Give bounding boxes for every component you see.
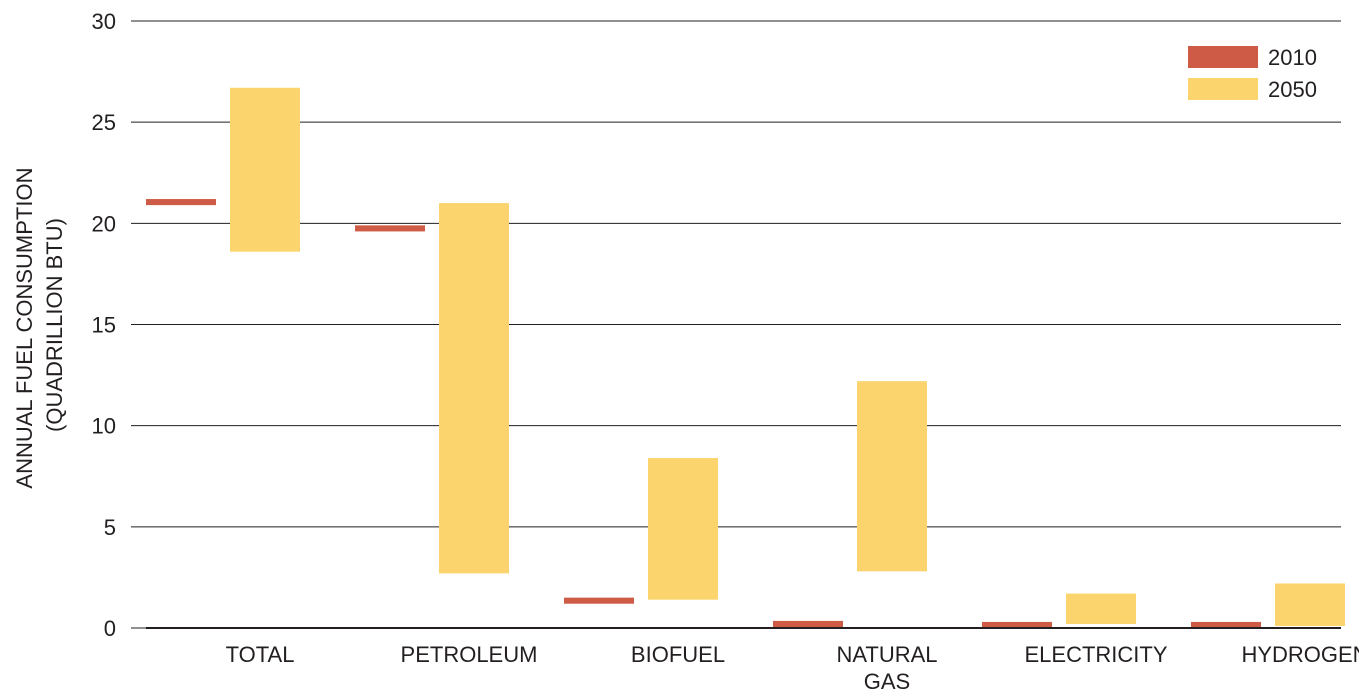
x-tick-label-natural-gas: NATURAL GAS [836,642,937,694]
bar-2010-hydrogen [1191,621,1261,627]
legend-label-2050: 2050 [1268,77,1317,102]
y-tick-label-5: 5 [104,515,116,540]
bar-2050-electricity [1066,593,1136,624]
y-axis-label-line-1: ANNUAL FUEL CONSUMPTION [12,168,37,489]
legend-swatch-2050 [1188,78,1258,100]
x-tick-label-hydrogen: HYDROGEN [1241,642,1359,667]
y-tick-label-20: 20 [92,211,116,236]
y-axis-label: ANNUAL FUEL CONSUMPTION (QUADRILLION BTU… [12,161,67,488]
bar-2050-petroleum [439,203,509,574]
bar-2010-total [146,199,216,206]
y-tick-label-30: 30 [92,9,116,34]
y-tick-label-10: 10 [92,414,116,439]
bar-2010-electricity [982,621,1052,627]
x-tick-labels: TOTAL PETROLEUM BIOFUEL NATURAL GAS ELECTRICI… [226,642,1359,694]
gridlines [131,20,1341,629]
y-tick-label-0: 0 [104,616,116,641]
y-tick-labels: 0 5 10 15 20 25 30 [92,9,116,641]
bar-2010-biofuel [564,597,634,604]
bar-2050-total [230,87,300,252]
bar-2010-natural-gas [773,620,843,627]
bar-2050-natural-gas [857,381,927,572]
bars [146,87,1345,627]
y-axis-label-line-2: (QUADRILLION BTU) [42,218,67,432]
bar-2010-petroleum [355,225,425,232]
legend-label-2010: 2010 [1268,45,1317,70]
y-tick-label-25: 25 [92,110,116,135]
x-tick-label-electricity: ELECTRICITY [1024,642,1167,667]
legend: 2010 2050 [1188,45,1317,102]
legend-swatch-2010 [1188,46,1258,68]
bar-2050-hydrogen [1275,583,1345,626]
x-tick-label-biofuel: BIOFUEL [631,642,725,667]
x-tick-label-total: TOTAL [226,642,295,667]
bar-2050-biofuel [648,458,718,600]
x-tick-label-petroleum: PETROLEUM [401,642,538,667]
y-tick-label-15: 15 [92,313,116,338]
